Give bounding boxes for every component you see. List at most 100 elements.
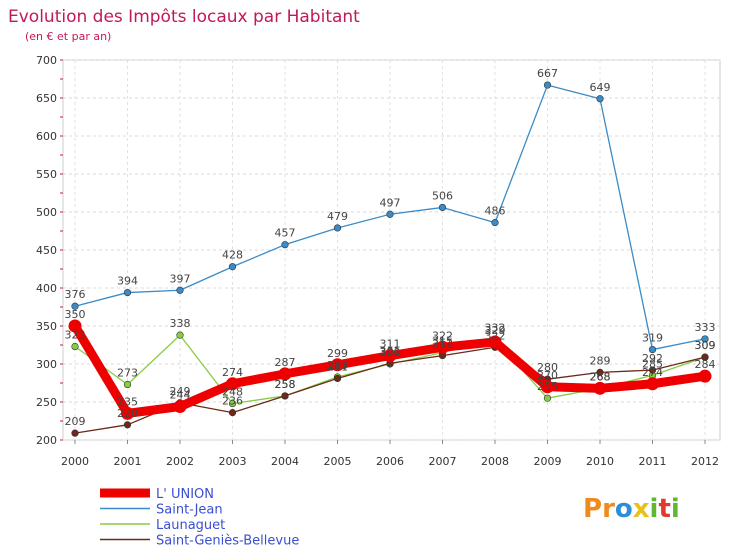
data-label: 287 — [275, 356, 296, 369]
series-point-0 — [121, 406, 134, 420]
data-label: 248 — [222, 386, 243, 399]
legend-entry: L' UNION — [156, 487, 214, 502]
data-label: 332 — [485, 322, 506, 335]
series-point-1 — [71, 302, 79, 310]
data-label: 280 — [537, 361, 558, 374]
data-label: 300 — [380, 346, 401, 359]
series-point-1 — [281, 241, 289, 249]
logo-letter: x — [633, 494, 650, 524]
series-point-3 — [333, 374, 342, 383]
grid — [62, 59, 721, 441]
data-label: 309 — [695, 339, 716, 352]
data-label: 235 — [117, 395, 138, 408]
x-tick-label: 2007 — [429, 455, 457, 468]
series-point-1 — [438, 203, 447, 212]
series-point-0 — [488, 335, 502, 349]
data-label: 309 — [695, 339, 716, 352]
x-tick-label: 2006 — [376, 455, 404, 468]
data-label: 268 — [590, 370, 611, 383]
series-point-1 — [333, 224, 342, 232]
logo-letter: r — [602, 494, 615, 524]
data-label: 428 — [222, 249, 243, 262]
x-tick-label: 2009 — [534, 455, 562, 468]
data-label: 289 — [590, 354, 611, 367]
series-point-0 — [646, 377, 659, 391]
data-label: 274 — [222, 366, 243, 379]
series-point-3 — [228, 409, 237, 417]
logo-letter: t — [658, 494, 670, 524]
x-tick-label: 2010 — [586, 455, 614, 468]
x-tick-label: 2008 — [481, 455, 509, 468]
x-tick-label: 2001 — [114, 455, 142, 468]
y-tick-label: 500 — [36, 206, 57, 219]
data-label: 249 — [170, 385, 191, 398]
series-point-1 — [176, 286, 184, 294]
y-tick-label: 200 — [36, 434, 57, 447]
series-point-0 — [436, 340, 449, 354]
data-label: 376 — [65, 288, 86, 301]
series-point-1 — [491, 219, 499, 227]
series — [68, 81, 712, 437]
series-point-1 — [596, 95, 604, 103]
data-label: 486 — [485, 205, 506, 218]
y-tick-label: 400 — [36, 282, 57, 295]
data-label: 299 — [327, 347, 348, 360]
data-label: 319 — [642, 332, 663, 345]
y-tick-label: 350 — [36, 320, 57, 333]
logo-letter: i — [650, 494, 659, 524]
legend-entry: Saint-Geniès-Bellevue — [156, 534, 299, 549]
x-tick-label: 2004 — [271, 455, 299, 468]
logo-letter: P — [583, 494, 602, 524]
proxiti-logo: Proxiti — [583, 494, 680, 524]
logo-letter: o — [615, 494, 633, 524]
x-tick-label: 2000 — [61, 455, 89, 468]
data-label: 236 — [222, 395, 243, 408]
data-label: 258 — [275, 378, 296, 391]
data-label: 497 — [380, 196, 401, 209]
data-label: 322 — [432, 329, 453, 342]
data-label: 274 — [642, 366, 663, 379]
series-point-0 — [173, 400, 187, 414]
series-point-1 — [123, 288, 132, 297]
data-label: 209 — [65, 415, 86, 428]
series-point-0 — [226, 377, 239, 391]
logo-letter: i — [671, 494, 680, 524]
series-point-2 — [543, 394, 552, 402]
data-label: 667 — [537, 67, 558, 80]
data-label: 301 — [380, 345, 401, 358]
data-label: 270 — [537, 369, 558, 382]
y-tick-label: 450 — [36, 244, 57, 257]
data-label: 281 — [327, 360, 348, 373]
chart-subtitle: (en € et par an) — [25, 30, 111, 43]
series-point-0 — [68, 319, 82, 333]
series-point-0 — [383, 349, 397, 363]
legend: L' UNIONSaint-JeanLaunaguetSaint-Geniès-… — [100, 487, 299, 549]
data-label: 315 — [432, 335, 453, 348]
y-tick-label: 550 — [36, 168, 57, 181]
data-label: 506 — [432, 189, 453, 202]
legend-entry: Launaguet — [156, 518, 225, 533]
data-label: 338 — [170, 317, 191, 330]
data-label: 220 — [117, 407, 138, 420]
data-label: 350 — [65, 308, 86, 321]
chart-title: Evolution des Impôts locaux par Habitant — [8, 7, 360, 27]
axes: 200 250 300 350 400 450 500 550 600 650 700 2000 200… — [36, 54, 719, 468]
data-label: 244 — [170, 389, 191, 402]
series-point-1 — [701, 335, 709, 343]
y-tick-label: 300 — [36, 358, 57, 371]
series-point-0 — [698, 369, 712, 383]
data-label: 283 — [327, 359, 348, 372]
data-label: 323 — [65, 329, 86, 342]
data-label: 329 — [485, 324, 506, 337]
data-label: 285 — [642, 357, 663, 370]
data-label: 255 — [537, 380, 558, 393]
data-label: 397 — [170, 272, 191, 285]
series-point-2 — [71, 342, 79, 351]
series-point-3 — [281, 392, 289, 400]
data-label: 268 — [590, 370, 611, 383]
x-tick-label: 2003 — [219, 455, 247, 468]
y-tick-label: 650 — [36, 92, 57, 105]
series-point-2 — [123, 380, 132, 389]
